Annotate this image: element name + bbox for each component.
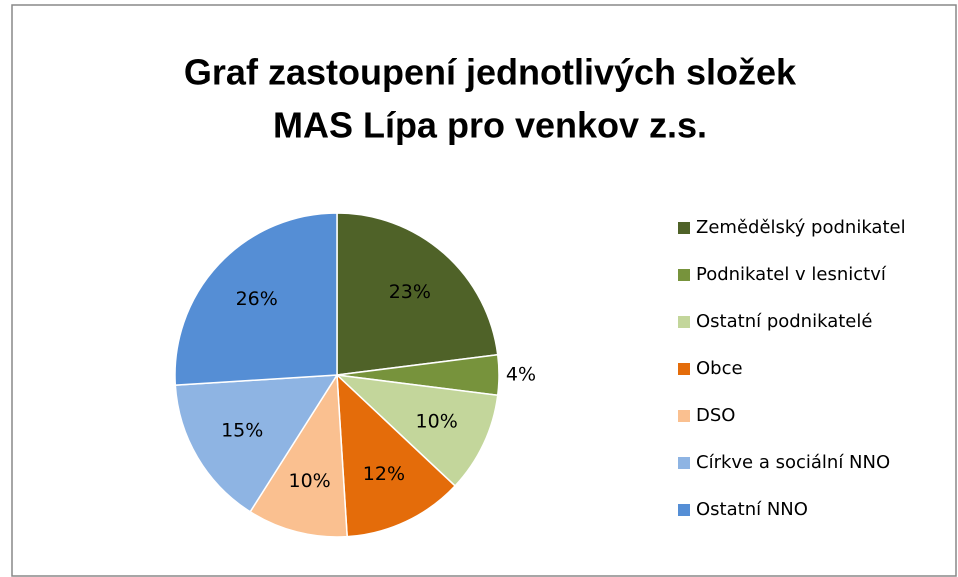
legend-swatch: [678, 269, 690, 281]
data-label: 15%: [221, 420, 263, 442]
legend-label: Ostatní podnikatelé: [696, 311, 872, 332]
chart-title: MAS Lípa pro venkov z.s.: [273, 105, 707, 146]
data-label: 26%: [236, 288, 278, 310]
data-label: 12%: [363, 463, 405, 485]
pie-slice: [174, 212, 338, 386]
data-label: 4%: [506, 364, 536, 386]
legend-label: Zemědělský podnikatel: [696, 217, 906, 238]
legend-label: Církve a sociální NNO: [696, 452, 890, 473]
legend-label: DSO: [696, 405, 735, 426]
data-label: 10%: [288, 470, 330, 492]
pie-slice: [249, 372, 348, 538]
chart-title: Graf zastoupení jednotlivých složek: [184, 52, 797, 93]
pie-slice: [336, 373, 457, 538]
pie-slice: [174, 374, 339, 513]
pie-slice: [336, 212, 499, 376]
data-label: 10%: [416, 410, 458, 432]
legend-swatch: [678, 410, 690, 422]
pie-slice: [334, 373, 499, 487]
data-label: 23%: [389, 281, 431, 303]
legend-swatch: [678, 316, 690, 328]
legend-label: Obce: [696, 358, 743, 379]
legend-swatch: [678, 457, 690, 469]
legend-swatch: [678, 504, 690, 516]
legend-label: Ostatní NNO: [696, 499, 808, 520]
legend-swatch: [678, 363, 690, 375]
chart-border: [11, 4, 957, 577]
legend-swatch: [678, 222, 690, 234]
legend-label: Podnikatel v lesnictví: [696, 264, 887, 285]
